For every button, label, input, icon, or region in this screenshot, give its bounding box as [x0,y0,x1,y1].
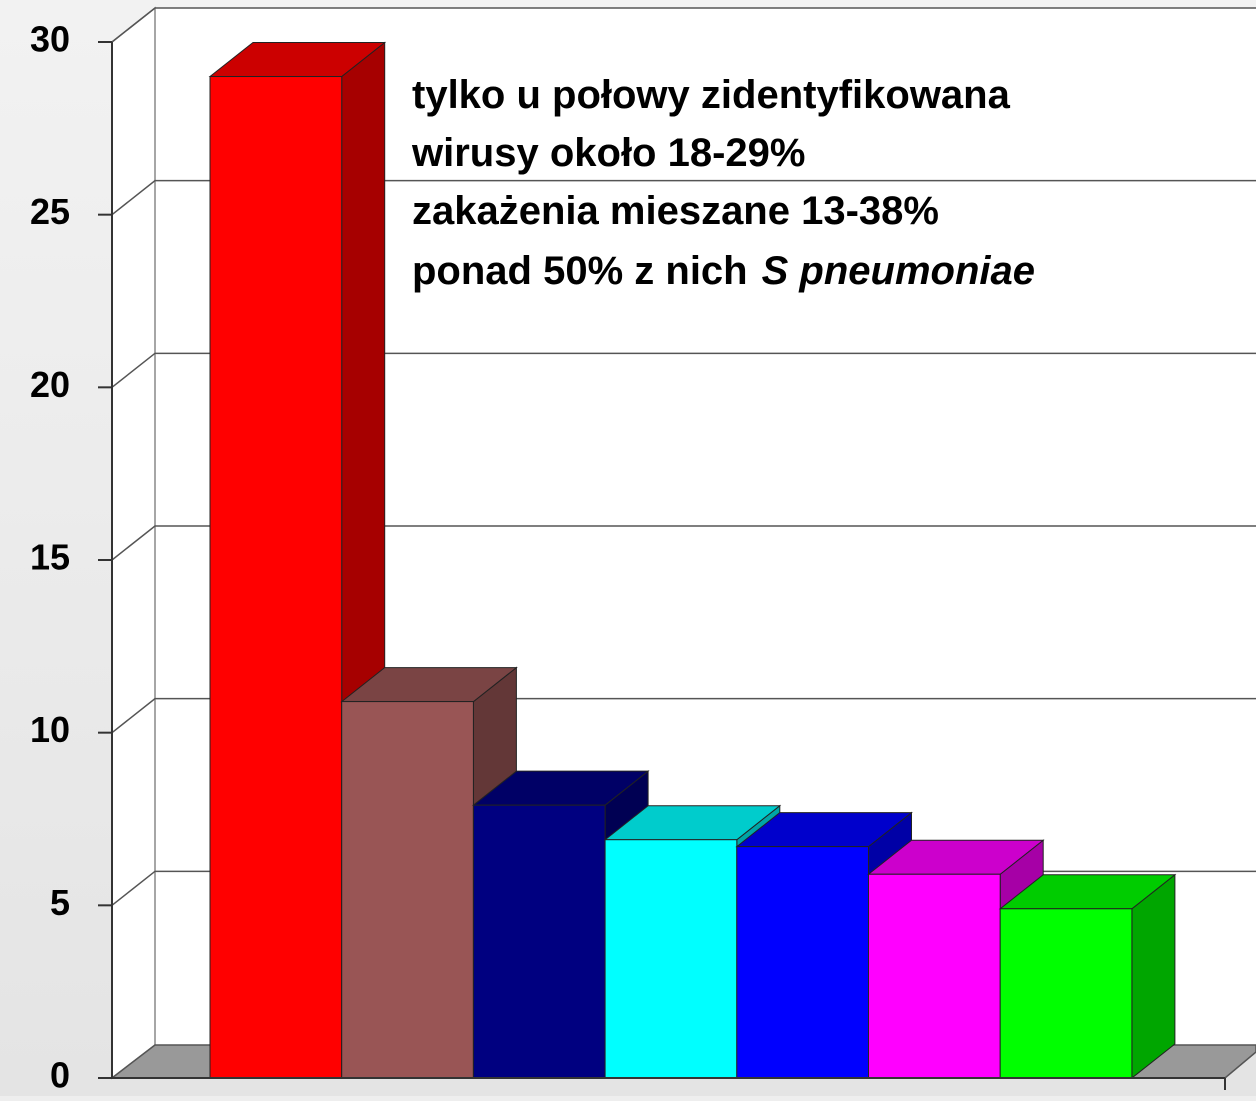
y-tick-label: 10 [30,709,70,750]
y-tick-label: 5 [50,882,70,923]
grid-line [111,179,1256,216]
bar-front [604,839,738,1079]
bar-front [472,804,606,1079]
y-tick-label: 0 [50,1055,70,1096]
bar-front [341,701,474,1079]
annotation-italic: S pneumoniae [762,249,1035,293]
bar-front [868,873,1001,1079]
grid-line [111,697,1256,734]
annotation-line: wirusy około 18-29% [411,131,805,175]
y-tick-label: 15 [30,537,70,578]
y-tick-label: 25 [30,191,70,232]
bar-front [999,908,1133,1079]
grid-line [111,525,1256,561]
annotation-line: tylko u połowy zidentyfikowana [412,73,1011,117]
annotation-text: ponad 50% z nich [412,249,748,293]
y-tick-label: 30 [30,19,70,60]
bar [208,41,387,1080]
bar-side [1131,873,1176,1080]
y-tick-label: 20 [30,364,70,405]
grid-line [111,7,1256,43]
bar [998,873,1177,1080]
grid-line [111,352,1256,388]
annotation-line: ponad 50% z nich S pneumoniae [412,249,1035,293]
bar-front [736,846,869,1079]
annotation-line: zakażenia mieszane 13-38% [412,189,939,233]
bar-front [209,76,343,1079]
